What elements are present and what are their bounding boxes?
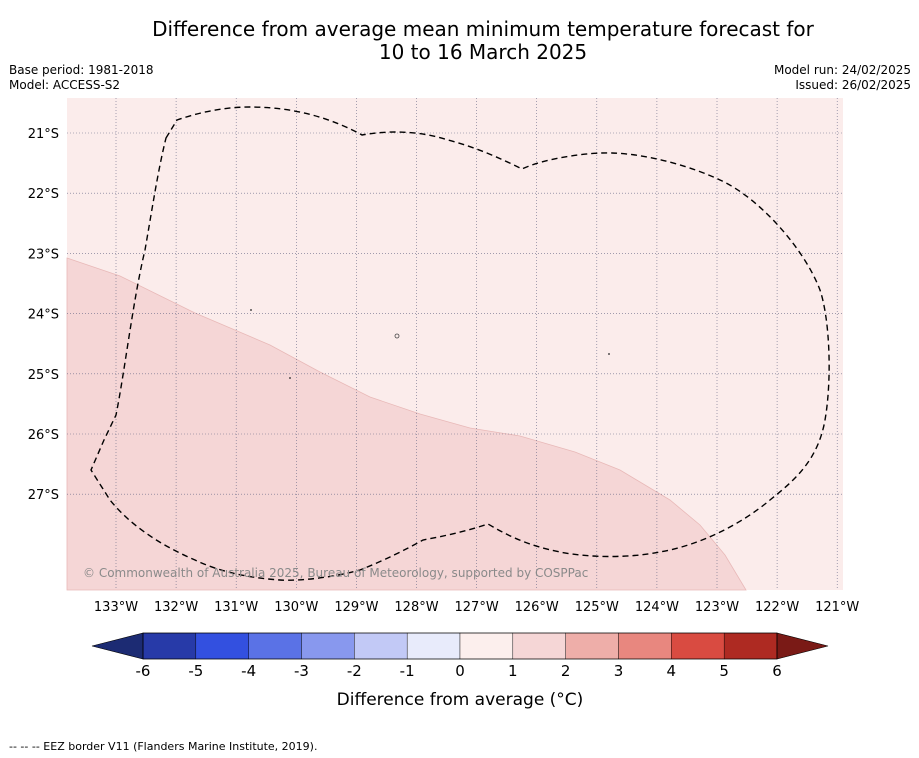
- issued-date: Issued: 26/02/2025: [795, 78, 911, 92]
- colorbar-tick-label: 5: [719, 662, 729, 680]
- colorbar-cell: [354, 632, 408, 660]
- lon-tick-label: 132°W: [154, 600, 198, 615]
- colorbar-cells: [142, 632, 778, 660]
- colorbar-frame: [142, 632, 778, 660]
- colorbar-cell: [671, 632, 725, 660]
- lon-tick-label: 123°W: [695, 600, 739, 615]
- island-marker: [394, 333, 400, 339]
- longitude-tick-labels: 133°W 132°W 131°W 130°W 129°W 128°W 127°W 126°W…: [94, 600, 860, 615]
- island-marker: [608, 353, 610, 355]
- title-line-2: 10 to 16 March 2025: [378, 40, 588, 64]
- lon-tick-label: 131°W: [214, 600, 258, 615]
- anomaly-band-1-2: [66, 257, 747, 591]
- colorbar-tick-label: -3: [294, 662, 309, 680]
- lat-tick-label: 25°S: [28, 368, 59, 383]
- lon-tick-label: 121°W: [815, 600, 859, 615]
- colorbar-cell: [406, 632, 461, 660]
- lon-tick-label: 133°W: [94, 600, 138, 615]
- model-name: Model: ACCESS-S2: [9, 78, 121, 92]
- colorbar-under-arrow: [91, 632, 144, 660]
- colorbar-tick-label: 6: [772, 662, 782, 680]
- colorbar-title: Difference from average (°C): [337, 690, 584, 710]
- colorbar-cell: [248, 632, 302, 660]
- lon-tick-label: 124°W: [635, 600, 679, 615]
- copyright-notice: © Commonwealth of Australia 2025, Bureau…: [83, 566, 588, 580]
- model-run: Model run: 24/02/2025: [773, 63, 911, 77]
- latitude-tick-labels: 21°S 22°S 23°S 24°S 25°S 26°S 27°S: [28, 127, 59, 503]
- colorbar-cell: [618, 632, 672, 660]
- chart-title: Difference from average mean minimum tem…: [0, 18, 919, 64]
- colorbar: -6 -5 -4 -3 -2 -1 0 1 2 3 4 5 6 Difference from aver…: [91, 632, 829, 710]
- colorbar-tick-label: 0: [455, 662, 465, 680]
- lat-tick-label: 22°S: [28, 187, 59, 202]
- longitude-gridlines: [115, 98, 838, 590]
- lon-tick-label: 127°W: [455, 600, 499, 615]
- colorbar-cell: [142, 632, 197, 660]
- lon-tick-label: 130°W: [274, 600, 318, 615]
- lat-tick-label: 26°S: [28, 428, 59, 443]
- island-marker: [250, 309, 252, 311]
- colorbar-tick-label: -1: [400, 662, 415, 680]
- colorbar-cell: [301, 632, 355, 660]
- title-line-1: Difference from average mean minimum tem…: [152, 17, 814, 41]
- colorbar-cell: [459, 632, 514, 660]
- lon-tick-label: 125°W: [575, 600, 619, 615]
- eez-border: [90, 106, 830, 581]
- colorbar-tick-label: -4: [241, 662, 256, 680]
- colorbar-tick-label: 2: [561, 662, 571, 680]
- colorbar-tick-label: -6: [136, 662, 151, 680]
- meta-left: Base period: 1981-2018 Model: ACCESS-S2: [9, 63, 154, 93]
- lon-tick-label: 129°W: [334, 600, 378, 615]
- colorbar-tick-label: -5: [188, 662, 203, 680]
- colorbar-tick-label: -2: [347, 662, 362, 680]
- lat-tick-label: 27°S: [28, 488, 59, 503]
- lat-tick-label: 23°S: [28, 247, 59, 262]
- colorbar-cell: [565, 632, 619, 660]
- colorbar-tick-label: 1: [508, 662, 518, 680]
- meta-right: Model run: 24/02/2025 Issued: 26/02/2025: [774, 63, 911, 93]
- island-markers: [250, 309, 610, 379]
- lon-tick-label: 126°W: [515, 600, 559, 615]
- lon-tick-label: 122°W: [755, 600, 799, 615]
- lat-tick-label: 21°S: [28, 127, 59, 142]
- lat-tick-label: 24°S: [28, 308, 59, 323]
- colorbar-over-arrow: [776, 632, 829, 660]
- map-panel: © Commonwealth of Australia 2025, Bureau…: [66, 98, 843, 591]
- latitude-gridlines: [67, 132, 843, 495]
- eez-footnote: -- -- -- EEZ border V11 (Flanders Marine…: [9, 740, 318, 753]
- lon-tick-label: 128°W: [394, 600, 438, 615]
- colorbar-tick-label: 4: [667, 662, 677, 680]
- base-period: Base period: 1981-2018: [9, 63, 154, 77]
- island-marker: [289, 377, 291, 379]
- colorbar-tick-label: 3: [614, 662, 624, 680]
- colorbar-tick-labels: -6 -5 -4 -3 -2 -1 0 1 2 3 4 5 6: [136, 662, 782, 680]
- colorbar-cell: [195, 632, 249, 660]
- colorbar-cell: [723, 632, 778, 660]
- colorbar-cell: [512, 632, 566, 660]
